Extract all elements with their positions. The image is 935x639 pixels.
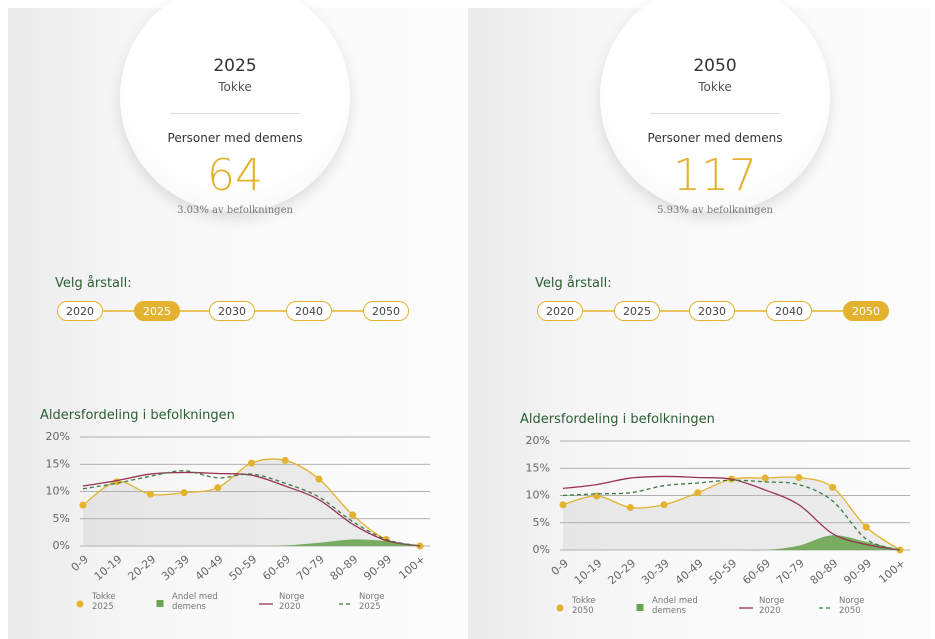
point — [795, 474, 803, 482]
selector-label: Velg årstall: — [535, 276, 612, 291]
x-tick-label: 80-89 — [328, 553, 361, 584]
year-button[interactable]: 2020 — [57, 301, 103, 321]
card-count: 117 — [673, 150, 757, 201]
year-button[interactable]: 2020 — [537, 301, 583, 321]
card-place: Tokke — [218, 80, 252, 94]
line — [562, 475, 901, 551]
card-year: 2050 — [693, 56, 737, 76]
point — [248, 459, 255, 467]
point — [626, 503, 634, 511]
point — [694, 489, 702, 497]
year-button[interactable]: 2040 — [286, 301, 332, 321]
y-tick-label: 0% — [533, 543, 550, 556]
x-tick-label: 20-29 — [125, 553, 158, 584]
year-button[interactable]: 2050 — [363, 301, 409, 321]
legend-label: Andel med demens — [652, 596, 698, 616]
point — [559, 501, 567, 509]
line — [562, 479, 901, 551]
point — [315, 475, 323, 483]
point — [146, 490, 154, 498]
summary-circle — [120, 0, 350, 212]
point — [862, 523, 870, 531]
legend-marker — [76, 600, 84, 608]
year-button[interactable]: 2050 — [843, 301, 889, 321]
card-label: Personer med demens — [647, 131, 783, 145]
x-tick-label: 20-29 — [605, 557, 638, 588]
x-tick-label: 70-79 — [774, 557, 807, 588]
legend-label: Norge 2020 — [759, 596, 785, 616]
x-tick-label: 80-89 — [808, 557, 841, 588]
legend-marker — [556, 604, 564, 612]
chart-title: Aldersfordeling i befolkningen — [40, 408, 235, 423]
legend-marker — [156, 600, 164, 607]
point — [349, 511, 357, 519]
card-share: 3.03% av befolkningen — [177, 205, 293, 216]
year-button[interactable]: 2025 — [614, 301, 660, 321]
card-label: Personer med demens — [167, 131, 303, 145]
y-tick-label: 15% — [526, 461, 550, 474]
x-tick-label: 0-9 — [69, 553, 91, 575]
x-tick-label: 50-59 — [707, 557, 740, 588]
legend-label: Tokke 2050 — [572, 596, 596, 616]
x-tick-label: 30-39 — [159, 553, 192, 584]
year-button[interactable]: 2040 — [766, 301, 812, 321]
x-tick-label: 100+ — [876, 557, 908, 586]
legend-label: Norge 2020 — [279, 592, 305, 612]
y-tick-label: 20% — [46, 430, 70, 443]
y-tick-label: 10% — [526, 489, 550, 502]
x-tick-label: 90-99 — [841, 557, 874, 588]
legend-label: Andel med demens — [172, 592, 218, 612]
x-tick-label: 40-49 — [193, 553, 226, 584]
card-year: 2025 — [213, 56, 257, 76]
point — [829, 483, 837, 491]
point — [214, 484, 222, 492]
point — [180, 489, 188, 497]
x-tick-label: 40-49 — [673, 557, 706, 588]
year-button[interactable]: 2030 — [209, 301, 255, 321]
area — [563, 535, 900, 551]
y-tick-label: 20% — [526, 434, 550, 447]
y-tick-label: 0% — [53, 539, 70, 552]
year-button[interactable]: 2030 — [689, 301, 735, 321]
x-tick-label: 60-69 — [740, 557, 773, 588]
card-divider — [650, 113, 780, 114]
x-tick-label: 10-19 — [572, 557, 605, 588]
x-tick-label: 30-39 — [639, 557, 672, 588]
year-button[interactable]: 2025 — [134, 301, 180, 321]
x-tick-label: 50-59 — [227, 553, 260, 584]
card-share: 5.93% av befolkningen — [657, 205, 773, 216]
point — [660, 501, 668, 509]
y-tick-label: 15% — [46, 457, 70, 470]
point — [761, 474, 769, 482]
point — [79, 501, 87, 509]
area — [83, 539, 420, 547]
x-tick-label: 60-69 — [260, 553, 293, 584]
x-tick-label: 100+ — [396, 553, 428, 582]
area-fill — [83, 458, 420, 546]
selector-label: Velg årstall: — [55, 276, 132, 291]
y-tick-label: 5% — [533, 516, 550, 529]
x-tick-label: 10-19 — [92, 553, 125, 584]
line — [82, 471, 421, 547]
x-tick-label: 0-9 — [549, 557, 571, 579]
line — [82, 470, 421, 547]
legend-label: Norge 2025 — [359, 592, 385, 612]
card-divider — [170, 113, 300, 114]
area-fill — [563, 476, 900, 550]
point — [281, 456, 289, 464]
x-tick-label: 90-99 — [361, 553, 394, 584]
chart-title: Aldersfordeling i befolkningen — [520, 412, 715, 427]
card-count: 64 — [207, 150, 263, 201]
card-place: Tokke — [698, 80, 732, 94]
y-tick-label: 10% — [46, 485, 70, 498]
summary-circle — [600, 0, 830, 212]
y-tick-label: 5% — [53, 512, 70, 525]
legend-marker — [636, 604, 644, 611]
legend-label: Tokke 2025 — [92, 592, 116, 612]
x-tick-label: 70-79 — [294, 553, 327, 584]
legend-label: Norge 2050 — [839, 596, 865, 616]
